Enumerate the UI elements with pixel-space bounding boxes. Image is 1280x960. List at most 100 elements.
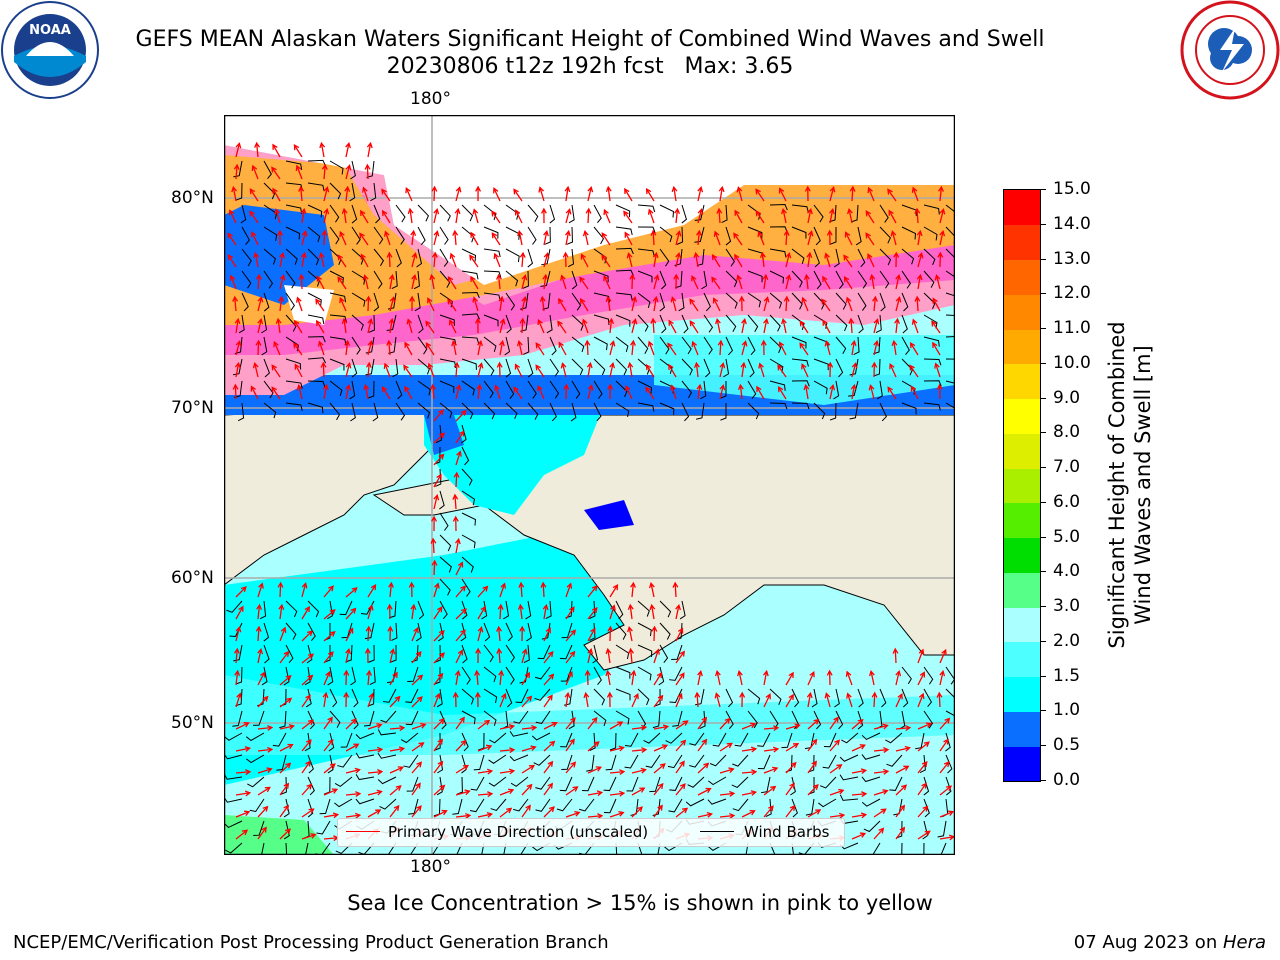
wind-barb: [945, 292, 955, 297]
wind-barb: [700, 380, 707, 400]
wave-direction-arrowhead: [386, 603, 393, 610]
wind-barb: [534, 666, 551, 680]
wind-barb: [945, 336, 955, 338]
wave-direction-arrowhead: [365, 625, 372, 632]
wave-direction-arrowhead: [887, 386, 893, 393]
wind-barb: [835, 270, 844, 290]
colorbar-tick-mark: [1040, 223, 1046, 225]
wave-direction-arrowhead: [540, 581, 547, 588]
wind-barb: [387, 292, 397, 310]
wave-direction-arrowhead: [806, 691, 813, 699]
wave-direction-arrow: [323, 739, 334, 752]
wave-direction-arrowhead: [822, 275, 828, 282]
wave-direction-arrowhead: [778, 187, 785, 194]
wind-barb: [483, 402, 496, 420]
wind-barb: [232, 358, 243, 376]
wave-direction-arrowhead: [671, 185, 678, 193]
wind-barb: [861, 776, 881, 783]
wave-direction-arrowhead: [454, 669, 461, 677]
wave-direction-arrow: [821, 299, 831, 312]
wave-direction-arrowhead: [815, 809, 822, 815]
wind-barb: [791, 358, 809, 367]
wave-direction-arrow: [404, 342, 413, 356]
wave-direction-arrowhead: [932, 297, 938, 304]
wave-direction-arrow: [257, 319, 262, 334]
wave-direction-arrowhead: [701, 716, 708, 723]
wave-direction-arrow: [587, 385, 593, 400]
wind-barb: [889, 776, 903, 791]
colorbar-label-line1: Significant Height of Combined: [1105, 321, 1129, 649]
wave-direction-arrow: [565, 672, 573, 686]
wind-barb: [437, 754, 444, 774]
wave-direction-arrowhead: [253, 251, 260, 259]
wave-direction-arrowhead: [392, 671, 398, 678]
wind-barb: [226, 600, 243, 613]
wave-direction-arrow: [917, 783, 927, 796]
wave-direction-arrow: [384, 231, 391, 246]
wave-direction-arrowhead: [427, 362, 434, 370]
wind-barb: [546, 314, 553, 334]
wave-direction-arrowhead: [277, 581, 284, 588]
wind-barb: [461, 490, 476, 506]
wave-direction-arrow: [805, 275, 809, 290]
wind-barb: [676, 226, 684, 245]
wave-direction-arrow: [741, 723, 756, 730]
wave-direction-arrow: [851, 744, 865, 752]
wind-barb: [668, 798, 683, 813]
wave-direction-arrow: [865, 233, 875, 246]
wave-direction-arrowhead: [293, 144, 300, 151]
wave-direction-arrow: [455, 410, 467, 422]
wind-barb: [329, 182, 342, 200]
wind-barb: [571, 380, 581, 399]
wave-direction-arrow: [873, 692, 876, 708]
wave-direction-arrowhead: [850, 339, 857, 347]
wave-direction-arrow: [257, 605, 261, 620]
wind-barb: [483, 688, 498, 704]
wave-direction-arrowhead: [838, 812, 846, 819]
wave-direction-arrow: [587, 766, 602, 774]
wave-direction-arrowhead: [472, 208, 479, 215]
wave-direction-arrowhead: [628, 647, 634, 654]
wave-direction-arrowhead: [278, 603, 285, 611]
wind-barb: [725, 688, 734, 708]
wave-direction-arrow: [455, 629, 466, 642]
wind-barb: [414, 292, 421, 312]
colorbar-tick-mark: [1040, 780, 1046, 781]
wind-barb: [885, 732, 903, 744]
wave-direction-arrow: [272, 188, 281, 202]
wave-direction-arrowhead: [243, 810, 251, 817]
wind-barb: [345, 644, 353, 663]
wave-direction-arrow: [543, 722, 557, 730]
wind-barb: [439, 512, 449, 531]
wave-direction-arrow: [893, 341, 897, 356]
wave-direction-arrowhead: [365, 361, 372, 368]
wind-barb: [747, 270, 763, 283]
wave-direction-arrowhead: [715, 317, 721, 325]
wave-direction-arrowhead: [261, 826, 267, 833]
wind-barb: [745, 842, 749, 855]
wind-barb: [334, 798, 353, 808]
wave-direction-arrowhead: [750, 790, 758, 796]
wave-direction-arrow: [271, 386, 281, 400]
wave-direction-arrow: [939, 649, 947, 664]
wave-direction-arrowhead: [530, 745, 537, 752]
wave-direction-arrowhead: [626, 252, 633, 259]
colorbar-tick-label: 1.5: [1053, 665, 1081, 686]
wave-direction-arrowhead: [238, 605, 244, 612]
wave-direction-arrowhead: [558, 341, 564, 348]
wave-direction-arrowhead: [917, 252, 924, 259]
wave-direction-arrowhead: [821, 298, 827, 305]
wind-barb: [307, 336, 326, 343]
wave-direction-arrow: [433, 718, 445, 730]
wave-direction-arrowhead: [777, 385, 784, 393]
wave-direction-arrow: [301, 808, 314, 818]
wave-direction-arrowhead: [405, 186, 411, 194]
wave-direction-arrowhead: [715, 669, 721, 677]
wave-direction-arrowhead: [755, 210, 762, 217]
wave-direction-arrowhead: [517, 229, 523, 237]
wave-direction-arrowhead: [859, 832, 867, 838]
wave-direction-arrowhead: [501, 692, 507, 700]
wave-direction-arrowhead: [610, 604, 616, 611]
wave-direction-arrowhead: [453, 471, 460, 478]
wave-direction-arrowhead: [256, 603, 263, 610]
